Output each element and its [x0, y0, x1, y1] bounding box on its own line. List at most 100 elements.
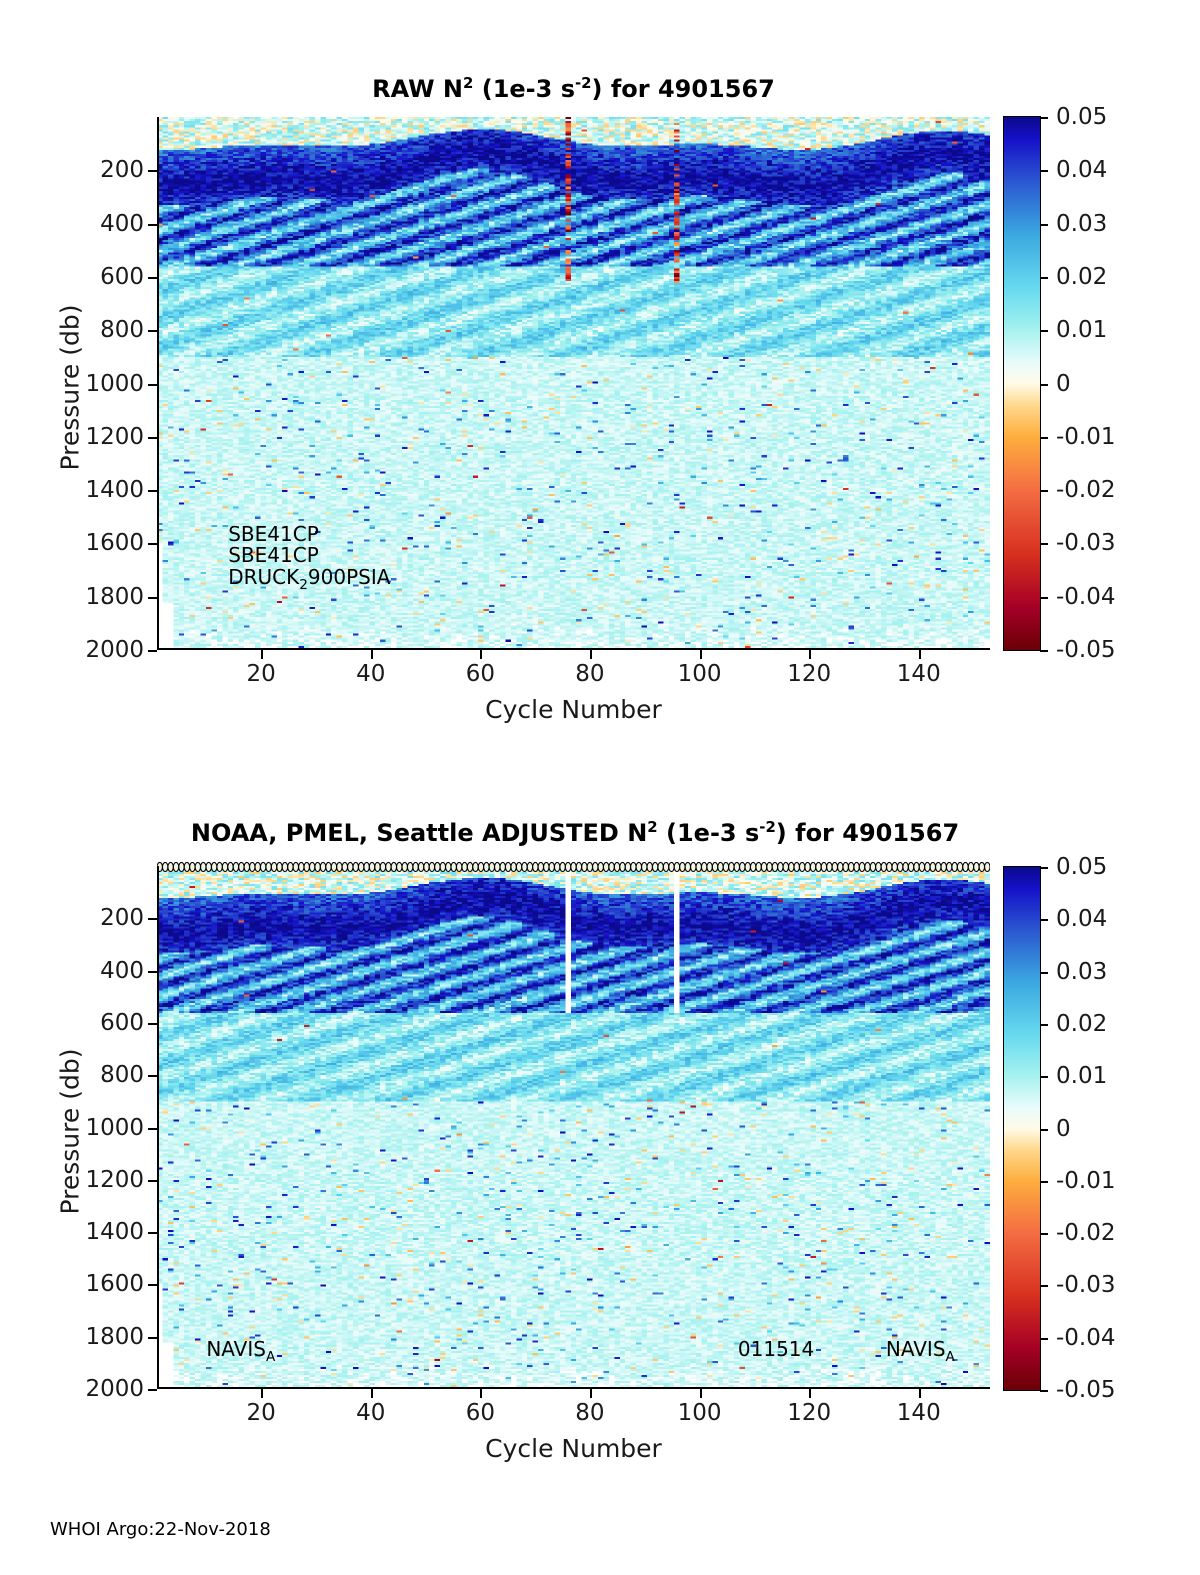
adjusted-title-sup1: 2	[647, 818, 658, 836]
colorbar-tick-mark	[1040, 330, 1048, 333]
y-tick-label: 600	[100, 263, 144, 290]
y-tick-label: 2000	[85, 1376, 144, 1402]
y-tick-mark	[148, 1075, 157, 1078]
y-tick-mark	[148, 1022, 157, 1025]
raw-title-suffix: ) for 4901567	[591, 75, 775, 103]
raw-title-sup1: 2	[463, 74, 474, 92]
x-tick-mark	[699, 650, 702, 659]
y-tick-mark	[148, 490, 157, 493]
raw-colorbar-gradient	[1004, 117, 1040, 650]
y-tick-mark	[148, 970, 157, 973]
plot-annotation: DRUCK2900PSIA	[228, 564, 391, 593]
y-tick-label: 1400	[85, 477, 144, 504]
raw-axes[interactable]: 200 400 600 800 1000 1200 1400 1600 1800 2000 20 4…	[85, 117, 990, 687]
y-tick-label: 1400	[85, 1219, 144, 1246]
x-tick-mark	[809, 1389, 812, 1398]
raw-title-prefix: RAW N	[372, 75, 464, 103]
colorbar-tick-label: 0.01	[1056, 317, 1108, 344]
plot-annotation: NAVISA	[885, 1336, 955, 1365]
y-tick-mark	[148, 1389, 157, 1391]
colorbar-tick-label: -0.03	[1056, 530, 1116, 557]
y-tick-label: 800	[100, 317, 144, 344]
y-tick-mark	[148, 330, 157, 333]
x-tick-mark	[699, 1389, 702, 1398]
plot-annotation: SBE41CP	[228, 543, 319, 568]
y-tick-mark	[148, 1284, 157, 1287]
x-tick-mark	[589, 1389, 592, 1398]
raw-x-axis-label: Cycle Number	[485, 695, 662, 724]
x-tick-label: 40	[356, 1400, 386, 1426]
x-tick-label: 80	[575, 661, 605, 687]
y-tick-mark	[148, 1179, 157, 1182]
x-tick-mark	[261, 650, 264, 659]
y-tick-label: 800	[100, 1062, 144, 1089]
y-tick-label: 2000	[85, 637, 144, 663]
colorbar-tick-label: -0.01	[1056, 1167, 1116, 1194]
colorbar-tick-mark	[1040, 971, 1048, 974]
y-tick-mark	[148, 383, 157, 386]
adjusted-colorbar-gradient	[1004, 867, 1040, 1390]
x-tick-label: 80	[575, 1400, 605, 1426]
colorbar-tick-mark	[1040, 867, 1048, 869]
colorbar-tick-mark	[1040, 1285, 1048, 1288]
colorbar-tick-mark	[1040, 1023, 1048, 1026]
colorbar-tick-label: 0	[1056, 370, 1071, 397]
adjusted-y-axis-label: Pressure (db)	[55, 1048, 85, 1215]
footer-credit: WHOI Argo:22-Nov-2018	[50, 1519, 271, 1540]
colorbar-tick-mark	[1040, 596, 1048, 599]
colorbar-tick-label: -0.01	[1056, 423, 1116, 450]
y-tick-label: 200	[100, 905, 144, 932]
y-tick-mark	[148, 436, 157, 439]
adjusted-colorbar[interactable]: 0.05 0.04 0.03 0.02 0.01 0 -0.01 -0.02 -0.03 -0.0…	[1003, 854, 1116, 1403]
colorbar-tick-label: -0.04	[1056, 1324, 1116, 1351]
colorbar-tick-mark	[1040, 117, 1048, 119]
x-tick-label: 20	[246, 1400, 276, 1426]
y-tick-label: 1200	[85, 423, 144, 450]
y-tick-mark	[148, 596, 157, 599]
x-tick-label: 120	[787, 661, 832, 687]
raw-title-mid: (1e-3 s	[473, 75, 575, 103]
adjusted-title-mid: (1e-3 s	[657, 819, 760, 847]
x-tick-mark	[809, 650, 812, 659]
colorbar-tick-mark	[1040, 1076, 1048, 1079]
colorbar-tick-label: 0.05	[1056, 104, 1108, 130]
x-tick-label: 140	[896, 1400, 941, 1426]
y-tick-label: 1600	[85, 1271, 144, 1298]
colorbar-tick-label: -0.04	[1056, 583, 1116, 610]
y-tick-label: 1800	[85, 583, 144, 610]
plot-annotation: 011514	[737, 1336, 815, 1361]
colorbar-tick-mark	[1040, 543, 1048, 546]
adjusted-plot-title: NOAA, PMEL, Seattle ADJUSTED N2 (1e-3 s-…	[85, 818, 1065, 847]
colorbar-tick-label: -0.02	[1056, 1220, 1116, 1247]
colorbar-tick-mark	[1040, 650, 1048, 652]
raw-y-axis-label: Pressure (db)	[55, 304, 85, 471]
colorbar-tick-label: 0	[1056, 1115, 1071, 1142]
colorbar-tick-mark	[1040, 1233, 1048, 1236]
y-tick-mark	[148, 1127, 157, 1130]
y-tick-label: 400	[100, 210, 144, 237]
plot-annotation: NAVISA	[206, 1336, 276, 1365]
adjusted-axes[interactable]: 200 400 600 800 1000 1200 1400 1600 1800 2000 20 4…	[85, 857, 990, 1426]
y-tick-label: 1600	[85, 530, 144, 557]
y-tick-mark	[148, 1232, 157, 1235]
raw-heatmap-image	[157, 117, 990, 650]
colorbar-tick-label: 0.01	[1056, 1063, 1108, 1090]
colorbar-tick-mark	[1040, 276, 1048, 279]
x-tick-label: 20	[246, 661, 276, 687]
raw-colorbar[interactable]: 0.05 0.04 0.03 0.02 0.01 0 -0.01 -0.02 -0.03 -0.0…	[1003, 104, 1116, 663]
y-tick-mark	[148, 223, 157, 226]
colorbar-tick-mark	[1040, 383, 1048, 386]
adjusted-title-suffix: ) for 4901567	[775, 819, 960, 847]
adjusted-qc-marker-row	[157, 857, 990, 877]
y-tick-label: 400	[100, 957, 144, 984]
y-tick-mark	[148, 170, 157, 173]
x-tick-label: 40	[356, 661, 386, 687]
colorbar-tick-mark	[1040, 223, 1048, 226]
x-tick-mark	[480, 1389, 483, 1398]
adjusted-heatmap-image	[157, 866, 990, 1389]
y-tick-mark	[148, 276, 157, 279]
adjusted-title-sup2: -2	[759, 818, 776, 836]
colorbar-tick-label: 0.03	[1056, 210, 1108, 237]
colorbar-tick-label: -0.05	[1056, 1377, 1116, 1403]
y-tick-label: 1200	[85, 1166, 144, 1193]
